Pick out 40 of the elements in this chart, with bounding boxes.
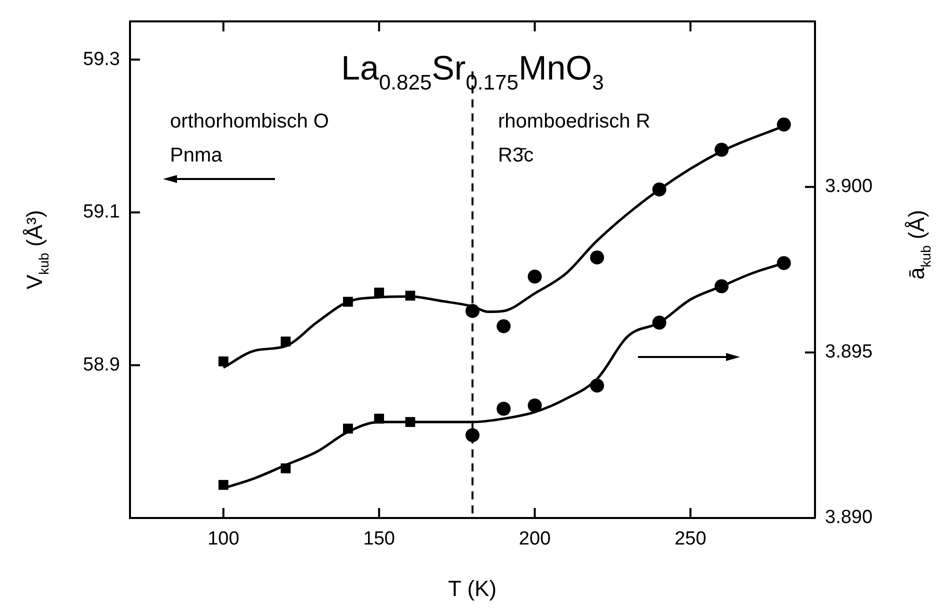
point: [343, 424, 353, 434]
x-tick-label: 250: [674, 528, 706, 550]
y-tick-label: 58.9: [83, 354, 120, 376]
point: [528, 270, 542, 284]
point: [280, 336, 291, 346]
annotation: orthorhombisch O: [170, 110, 329, 132]
y2-tick-label: 3.895: [825, 342, 873, 363]
y-tick-label: 59.1: [83, 202, 120, 223]
x-tick-label: 150: [363, 528, 395, 550]
point: [496, 402, 511, 416]
point: [218, 480, 228, 490]
point: [776, 256, 791, 270]
annotation: Pnma: [170, 144, 224, 166]
point: [590, 250, 604, 264]
annotation: R3̄c: [498, 144, 534, 166]
y2-tick-label: 3.900: [825, 176, 873, 198]
point: [714, 142, 729, 157]
x-tick-label: 100: [208, 528, 240, 550]
point: [590, 378, 604, 393]
point: [652, 182, 666, 196]
point: [405, 417, 416, 427]
annotation: rhomboedrisch R: [498, 110, 650, 132]
point: [280, 463, 291, 474]
y-tick-label: 59.3: [83, 48, 120, 70]
point: [374, 288, 384, 298]
point: [466, 428, 480, 442]
y2-tick-label: 3.890: [825, 507, 873, 528]
point: [405, 290, 416, 301]
point: [343, 296, 353, 307]
y2-axis-title: ākub (Å): [904, 210, 934, 280]
point: [218, 356, 228, 366]
point: [652, 316, 666, 330]
point: [528, 398, 542, 412]
point: [776, 118, 791, 132]
y-axis-title: Vkub (Å³): [22, 210, 52, 290]
x-axis-title: T (K): [448, 576, 497, 601]
point: [496, 319, 511, 334]
x-tick-label: 200: [518, 528, 551, 550]
point: [714, 279, 729, 294]
point: [374, 414, 384, 424]
